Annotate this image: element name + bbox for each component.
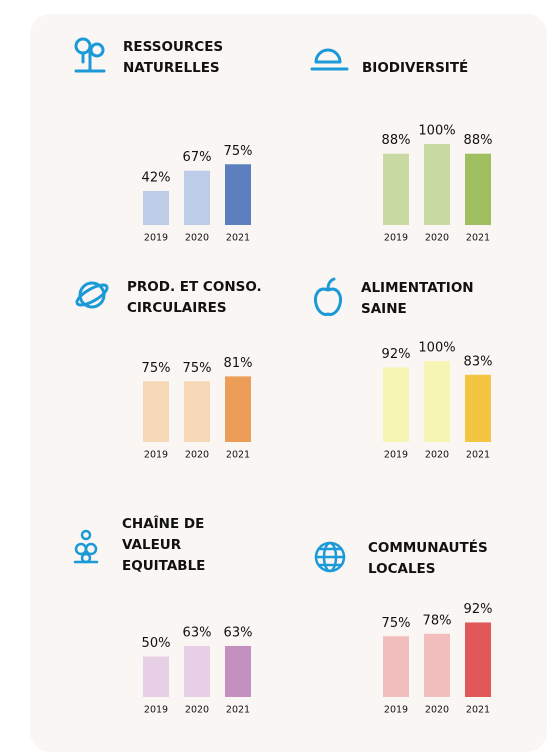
icon-circular (75, 281, 109, 309)
x-tick-label: 2020 (185, 233, 209, 244)
chart-title: VALEUR (122, 537, 182, 553)
bar (424, 361, 450, 442)
chart-title: LOCALES (368, 561, 436, 577)
bar (225, 645, 251, 697)
bar (143, 656, 169, 697)
bar (383, 367, 409, 442)
chart-title: NATURELLES (123, 60, 220, 76)
x-tick-label: 2019 (144, 233, 168, 244)
x-tick-label: 2021 (466, 705, 490, 716)
x-tick-label: 2019 (144, 705, 168, 716)
bar (184, 381, 210, 442)
value-label: 75% (183, 361, 212, 376)
icon-apple (314, 277, 342, 316)
chart-title: EQUITABLE (122, 558, 205, 574)
x-tick-label: 2021 (226, 233, 250, 244)
x-tick-label: 2021 (466, 450, 490, 461)
x-tick-label: 2019 (144, 450, 168, 461)
bar (424, 633, 450, 697)
bar (465, 622, 491, 697)
value-label: 88% (464, 133, 493, 148)
bar (184, 170, 210, 225)
bar (424, 144, 450, 225)
value-label: 75% (224, 144, 253, 159)
value-label: 83% (464, 354, 493, 369)
chart-title: BIODIVERSITÉ (362, 59, 468, 76)
x-tick-label: 2021 (226, 450, 250, 461)
chart-title: RESSOURCES (123, 39, 223, 55)
value-label: 100% (418, 124, 455, 139)
value-label: 81% (224, 356, 253, 371)
icon-chain (73, 529, 99, 564)
x-tick-label: 2021 (226, 705, 250, 716)
chart-title: CIRCULAIRES (127, 300, 227, 316)
value-label: 63% (224, 625, 253, 640)
value-label: 42% (142, 170, 171, 185)
chart-title: SAINE (361, 301, 407, 317)
x-tick-label: 2019 (384, 450, 408, 461)
value-label: 78% (423, 613, 452, 628)
value-label: 100% (418, 341, 455, 356)
icon-water (310, 48, 349, 71)
x-tick-label: 2020 (425, 233, 449, 244)
bar (383, 153, 409, 225)
value-label: 75% (382, 616, 411, 631)
bar (383, 636, 409, 697)
value-label: 67% (183, 150, 212, 165)
bar (465, 374, 491, 442)
bar (225, 376, 251, 442)
x-tick-label: 2020 (185, 705, 209, 716)
icon-tree (74, 37, 106, 73)
value-label: 50% (142, 636, 171, 651)
chart-title: ALIMENTATION (361, 280, 474, 296)
x-tick-label: 2021 (466, 233, 490, 244)
value-label: 63% (183, 625, 212, 640)
icon-globe (314, 541, 346, 573)
value-label: 92% (382, 347, 411, 362)
chart-title: CHAÎNE DE (122, 515, 204, 532)
value-label: 75% (142, 361, 171, 376)
x-tick-label: 2019 (384, 705, 408, 716)
value-label: 92% (464, 602, 493, 617)
chart-title: COMMUNAUTÉS (368, 539, 488, 556)
x-tick-label: 2020 (425, 450, 449, 461)
bar (465, 153, 491, 225)
bar (184, 645, 210, 697)
bar (225, 164, 251, 225)
x-tick-label: 2020 (425, 705, 449, 716)
value-label: 88% (382, 133, 411, 148)
bar (143, 381, 169, 442)
chart-title: PROD. ET CONSO. (127, 279, 262, 295)
bar (143, 190, 169, 225)
x-tick-label: 2020 (185, 450, 209, 461)
x-tick-label: 2019 (384, 233, 408, 244)
